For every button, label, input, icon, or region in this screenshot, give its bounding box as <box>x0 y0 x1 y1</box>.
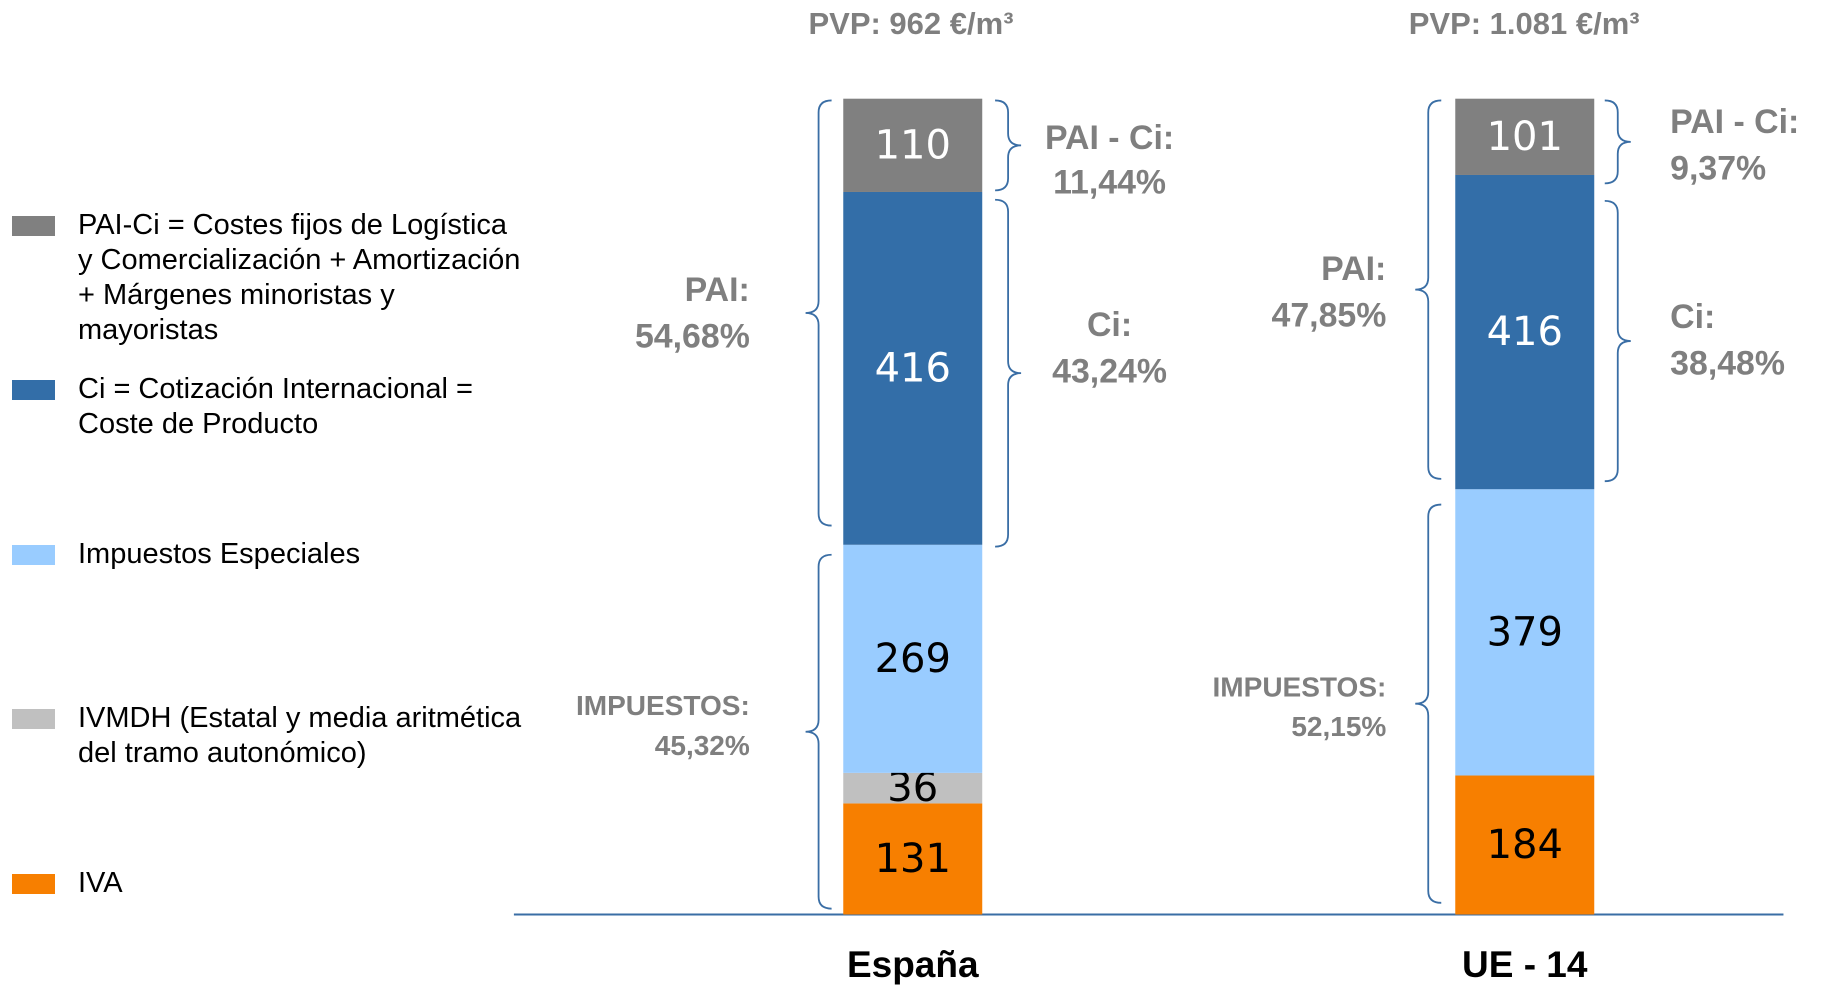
bracket <box>805 553 832 910</box>
bracket-label: PAI - Ci: <box>1670 103 1799 141</box>
value-label: 416 <box>1487 309 1563 355</box>
value-label: 131 <box>875 836 951 882</box>
bracket <box>1415 503 1442 904</box>
bracket-label: PAI: <box>685 271 750 309</box>
legend-swatch <box>12 215 55 236</box>
value-label: 101 <box>1487 114 1563 160</box>
bar-segment <box>1455 174 1595 490</box>
category-label: UE - 14 <box>1462 944 1588 985</box>
bracket <box>1604 199 1631 483</box>
bracket-label: PAI: <box>1321 250 1386 288</box>
bracket-label: 11,44% <box>1053 163 1166 201</box>
bracket <box>1604 99 1631 185</box>
bracket-label: 52,15% <box>1291 711 1386 742</box>
legend-label: PAI-Ci = Costes fijos de Logística y Com… <box>78 208 521 346</box>
bracket-label: Ci: <box>1670 298 1715 336</box>
bracket-label: PAI - Ci: <box>1045 119 1174 157</box>
bracket <box>995 198 1022 548</box>
total-label: PVP: 962 €/m³ <box>808 6 1013 41</box>
legend-label: Impuestos Especiales <box>78 538 361 571</box>
legend-swatch <box>12 874 55 895</box>
bracket <box>995 99 1022 192</box>
bar-segment <box>1455 489 1595 776</box>
value-label: 110 <box>875 122 951 168</box>
bracket <box>1415 99 1442 480</box>
value-label: 269 <box>875 636 951 682</box>
legend-swatch <box>12 380 55 401</box>
legend-label: IVMDH (Estatal y media aritmética del tr… <box>78 701 522 769</box>
bracket-label: 9,37% <box>1670 149 1766 187</box>
bracket-label: 45,32% <box>655 730 750 761</box>
bar-segment <box>843 191 983 545</box>
bar-segment <box>843 544 983 773</box>
value-label: 416 <box>875 345 951 391</box>
legend-swatch <box>12 545 55 566</box>
legend-label: IVA <box>78 867 123 900</box>
bracket <box>805 99 832 527</box>
bracket-label: IMPUESTOS: <box>576 690 750 721</box>
bracket-label: Ci: <box>1087 306 1132 344</box>
bar-segment <box>843 803 983 915</box>
legend-label: Ci = Cotización Internacional = Coste de… <box>78 373 473 441</box>
bracket-label: 47,85% <box>1272 297 1387 335</box>
bracket-label: 38,48% <box>1670 345 1785 383</box>
total-label: PVP: 1.081 €/m³ <box>1409 6 1640 41</box>
legend-swatch <box>12 708 55 729</box>
bracket-label: IMPUESTOS: <box>1213 671 1387 702</box>
bracket-label: 54,68% <box>635 318 750 356</box>
bar-segment <box>843 772 983 804</box>
bracket-label: 43,24% <box>1052 353 1167 391</box>
bar-segment <box>1455 98 1595 175</box>
value-label: 184 <box>1487 822 1563 868</box>
bar-segment <box>1455 775 1595 915</box>
value-label: 379 <box>1487 609 1563 655</box>
category-label: España <box>847 944 979 985</box>
bar-segment <box>843 98 983 192</box>
